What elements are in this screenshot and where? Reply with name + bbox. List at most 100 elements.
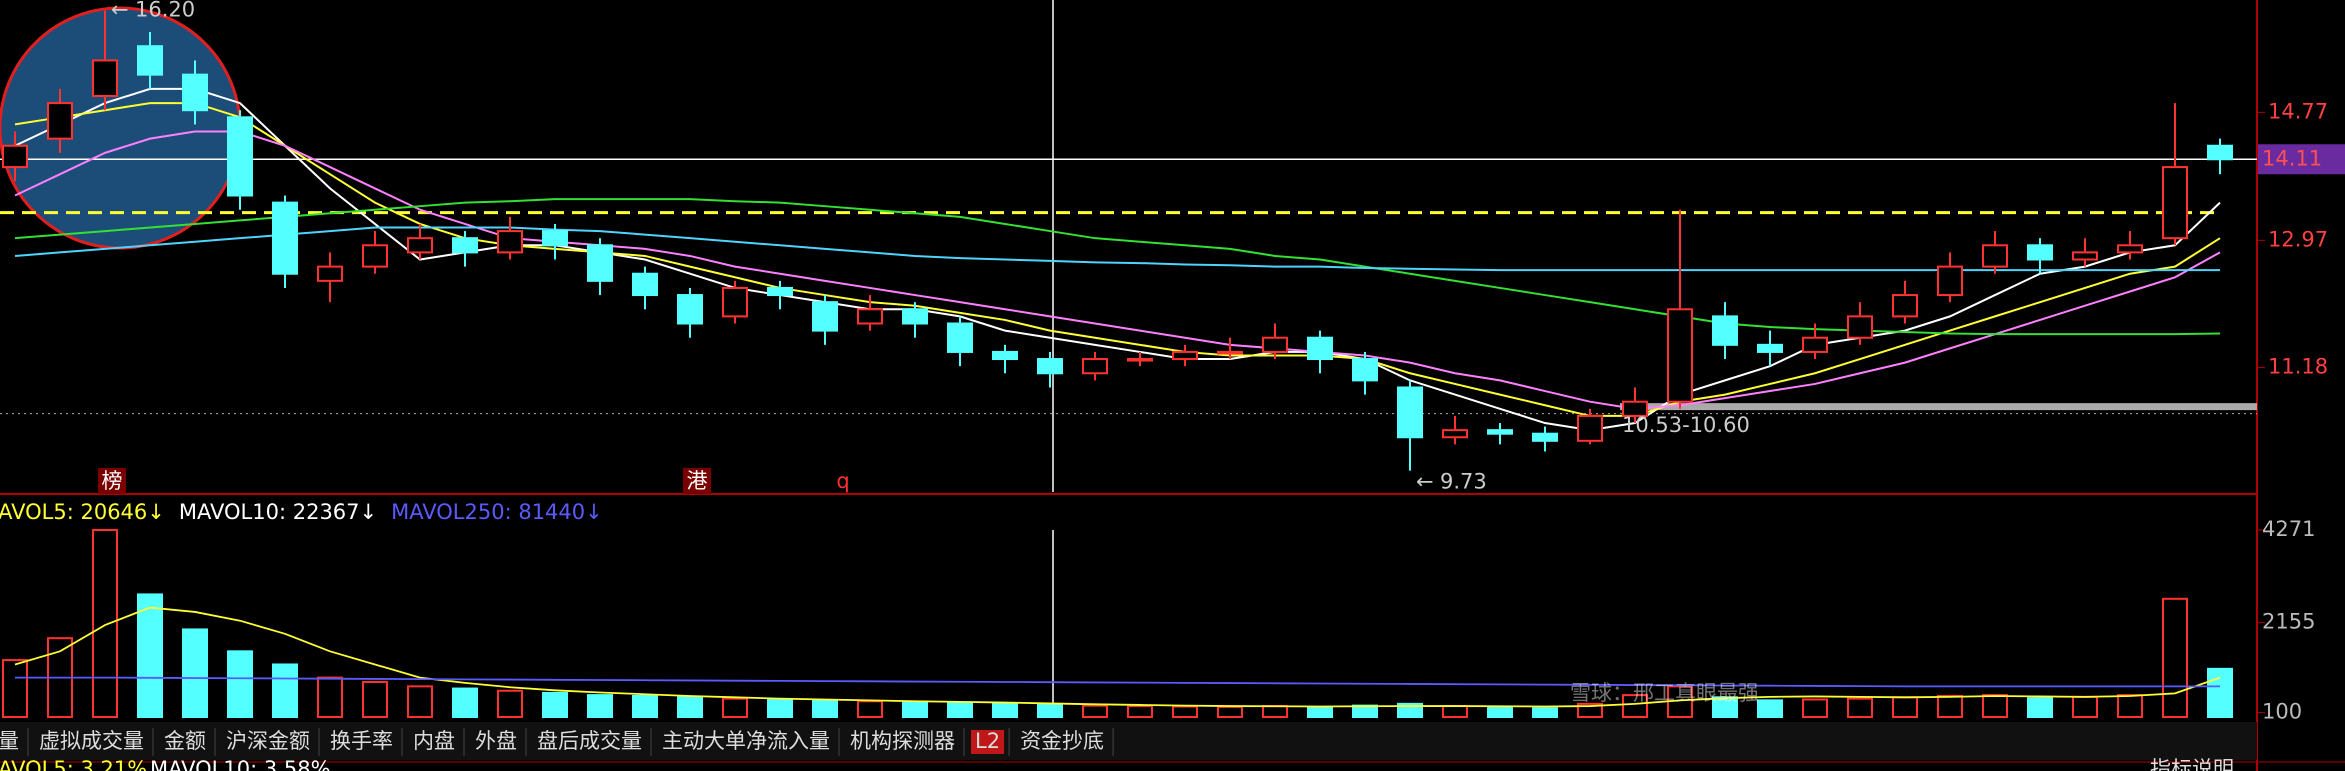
volume-bar — [1487, 706, 1513, 719]
candle-body — [1937, 265, 1963, 297]
candle-body — [2162, 166, 2188, 240]
candle-body — [1757, 343, 1783, 353]
volume-bar — [1757, 699, 1783, 718]
tab[interactable]: 金额 — [164, 729, 206, 753]
tab[interactable]: 沪深金额 — [226, 729, 310, 753]
volume-legend: MAVOL5: 20646↓ — [0, 500, 165, 524]
range-label: 10.53-10.60 — [1622, 413, 1750, 437]
volume-bar — [722, 697, 748, 719]
tab[interactable]: 量 — [0, 729, 19, 753]
marker-box — [98, 468, 126, 494]
price-annotation-arrow: ← — [111, 0, 129, 22]
volume-bar — [227, 650, 253, 718]
candle-body — [2207, 144, 2233, 161]
volume-bar — [452, 687, 478, 718]
candle-body — [1982, 244, 2008, 268]
volume-bar — [2117, 694, 2143, 718]
candle-body — [362, 244, 388, 268]
candle-body — [1217, 350, 1243, 355]
volume-legend: MAVOL250: 81440↓ — [391, 500, 603, 524]
candle-body — [1397, 386, 1423, 439]
candle-body — [767, 286, 793, 297]
marker: 榜 — [102, 469, 123, 493]
ma-line — [14, 102, 2221, 417]
candle-body — [1712, 315, 1738, 346]
volume-bar — [1307, 706, 1333, 719]
volume-bar — [812, 699, 838, 718]
current-price-box — [2258, 144, 2345, 175]
volume-bar — [137, 593, 163, 719]
tab[interactable]: 机构探测器 — [850, 729, 955, 753]
volume-bar — [767, 698, 793, 719]
y-tick-label: 14.77 — [2268, 99, 2328, 123]
volume-bar — [362, 680, 388, 719]
footer-indicator: MAVOL5: 3.21% — [0, 757, 147, 771]
candle-body — [902, 308, 928, 325]
volume-bar — [317, 676, 343, 718]
price-annotation: 9.73 — [1440, 470, 1487, 494]
footer-help[interactable]: 指标说明 — [2150, 757, 2234, 771]
volume-bar — [1127, 705, 1153, 718]
ma-line — [14, 87, 2221, 432]
volume-bar — [587, 694, 613, 718]
candle-body — [2, 144, 28, 169]
tab[interactable]: L2 — [975, 729, 1000, 753]
volume-ma-line — [14, 606, 2221, 708]
volume-bar — [1532, 707, 1558, 719]
volume-bar — [1172, 705, 1198, 719]
volume-bar — [1847, 697, 1873, 719]
candle-body — [407, 237, 433, 254]
volume-bar — [632, 694, 658, 719]
tab[interactable]: 资金抄底 — [1020, 729, 1104, 753]
candle-body — [47, 102, 73, 140]
volume-bar — [2, 659, 28, 718]
volume-bar — [272, 663, 298, 719]
candle-body — [1352, 358, 1378, 382]
tab[interactable]: 内盘 — [413, 729, 455, 753]
candle-body — [632, 272, 658, 297]
y-tick-label: 11.18 — [2268, 355, 2328, 379]
candle-body — [497, 230, 523, 254]
marker: q — [836, 469, 849, 493]
candle-body — [812, 301, 838, 332]
candle-body — [182, 73, 208, 112]
candle-body — [947, 322, 973, 353]
volume-bar — [857, 700, 883, 718]
volume-bar — [1082, 704, 1108, 719]
ma-line — [14, 130, 2221, 410]
volume-bar — [1037, 703, 1063, 719]
candle-body — [587, 244, 613, 282]
volume-bar — [2072, 695, 2098, 719]
candle-body — [1307, 336, 1333, 361]
volume-bar — [1892, 696, 1918, 718]
volume-tick-label: 100 — [2262, 700, 2302, 724]
candle-body — [1532, 432, 1558, 442]
candle-body — [677, 294, 703, 325]
volume-bar — [1622, 694, 1648, 718]
candle-body — [1037, 358, 1063, 375]
price-annotation: 16.20 — [135, 0, 195, 22]
tab[interactable]: 盘后成交量 — [537, 729, 642, 753]
tab[interactable]: 主动大单净流入量 — [662, 729, 830, 753]
candle-body — [2117, 244, 2143, 254]
tab[interactable]: 换手率 — [330, 729, 393, 753]
tab[interactable]: 虚拟成交量 — [39, 729, 144, 753]
candle-body — [2027, 244, 2053, 261]
candle-body — [992, 350, 1018, 361]
candle-body — [1082, 358, 1108, 375]
volume-bar — [1262, 705, 1288, 718]
current-price-label: 14.11 — [2262, 146, 2322, 170]
candle-body — [1172, 350, 1198, 361]
tab[interactable]: 外盘 — [475, 729, 517, 753]
volume-bar — [1397, 702, 1423, 718]
candle-body — [1622, 400, 1648, 417]
y-tick-label: 12.97 — [2268, 227, 2328, 251]
candle-body — [1127, 358, 1153, 362]
candle-body — [1577, 414, 1603, 442]
watermark: 雪球：邢工真眼最强 — [1570, 681, 1759, 705]
volume-bar — [2027, 697, 2053, 718]
volume-ma-line — [15, 676, 2220, 688]
candle-body — [1847, 315, 1873, 339]
volume-bar — [542, 691, 568, 719]
